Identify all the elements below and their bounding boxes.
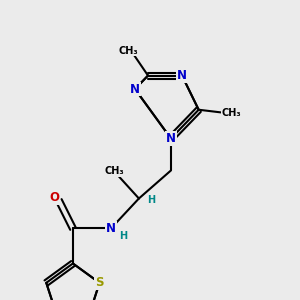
Text: N: N — [106, 222, 116, 235]
Text: N: N — [177, 69, 187, 82]
Text: N: N — [166, 132, 176, 145]
Text: CH₃: CH₃ — [104, 167, 124, 176]
Text: N: N — [130, 82, 140, 95]
Text: S: S — [95, 276, 104, 289]
Text: O: O — [49, 191, 59, 204]
Text: CH₃: CH₃ — [222, 108, 242, 118]
Text: CH₃: CH₃ — [118, 46, 138, 56]
Text: H: H — [119, 232, 127, 242]
Text: H: H — [147, 196, 155, 206]
